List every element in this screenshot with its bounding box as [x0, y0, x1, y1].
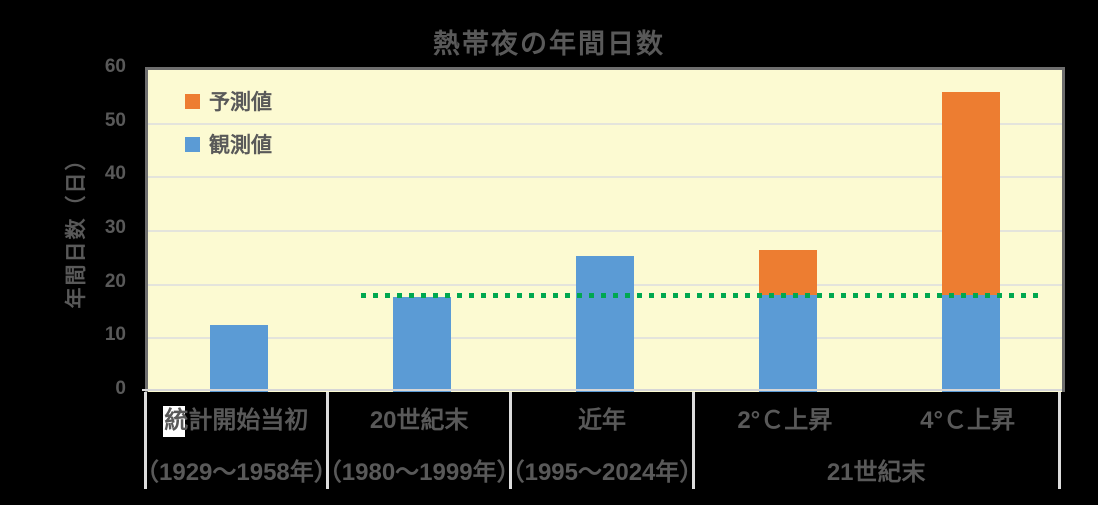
category-divider	[509, 392, 513, 489]
x-axis-labels: 統計開始当初 （1929～1958年） 20世紀末 （1980～1999年） 近年 （19…	[0, 392, 1098, 489]
bar-observed-segment	[393, 296, 452, 392]
legend-item-predicted: 予測値	[185, 89, 272, 114]
category-period-label: （1980～1999年）	[317, 459, 521, 486]
gridline	[148, 176, 1062, 179]
group-label-21st-century: 21世紀末	[826, 459, 926, 486]
y-axis-tick: 20	[104, 270, 126, 292]
category-divider	[143, 392, 147, 489]
white-patch	[163, 406, 185, 437]
chart-title: 熱帯夜の年間日数	[433, 29, 665, 59]
x-axis-line	[142, 389, 1062, 391]
bar-predicted-segment	[941, 91, 1000, 296]
category-label: 統計開始当初	[164, 407, 309, 434]
legend-label-predicted: 予測値	[209, 91, 272, 114]
category-label: 4°Ｃ上昇	[920, 407, 1016, 434]
category-period-label: （1995～2024年）	[500, 459, 704, 486]
category-divider	[1057, 392, 1061, 489]
legend-item-observed: 観測値	[185, 132, 272, 157]
y-axis-tick: 60	[104, 56, 126, 77]
y-axis-tick: 30	[104, 217, 126, 238]
bar-predicted-segment	[758, 250, 817, 296]
bar-observed-segment	[210, 324, 269, 392]
category-divider	[326, 392, 330, 489]
category-label: 20世紀末	[369, 407, 469, 434]
category-period-label: （1929～1958年）	[135, 459, 338, 486]
gridline	[148, 230, 1062, 232]
category-label: 近年	[578, 407, 626, 434]
gridline	[148, 122, 1062, 125]
category-divider	[691, 392, 695, 489]
bar-observed-segment	[758, 295, 817, 392]
y-axis-tick: 0	[115, 378, 126, 399]
y-axis-tick: 10	[104, 324, 126, 346]
y-axis-tick: 50	[104, 109, 126, 131]
predicted-legend-swatch-icon	[185, 93, 200, 109]
category-label: 2°Ｃ上昇	[737, 407, 833, 434]
legend-label-observed: 観測値	[209, 134, 272, 157]
plot-area: 予測値 観測値	[145, 67, 1065, 392]
observed-legend-swatch-icon	[185, 136, 200, 152]
bar-observed-segment	[576, 255, 634, 392]
bar-observed-segment	[941, 295, 1000, 392]
reference-line	[361, 292, 1040, 298]
y-axis-tick: 40	[104, 163, 126, 185]
